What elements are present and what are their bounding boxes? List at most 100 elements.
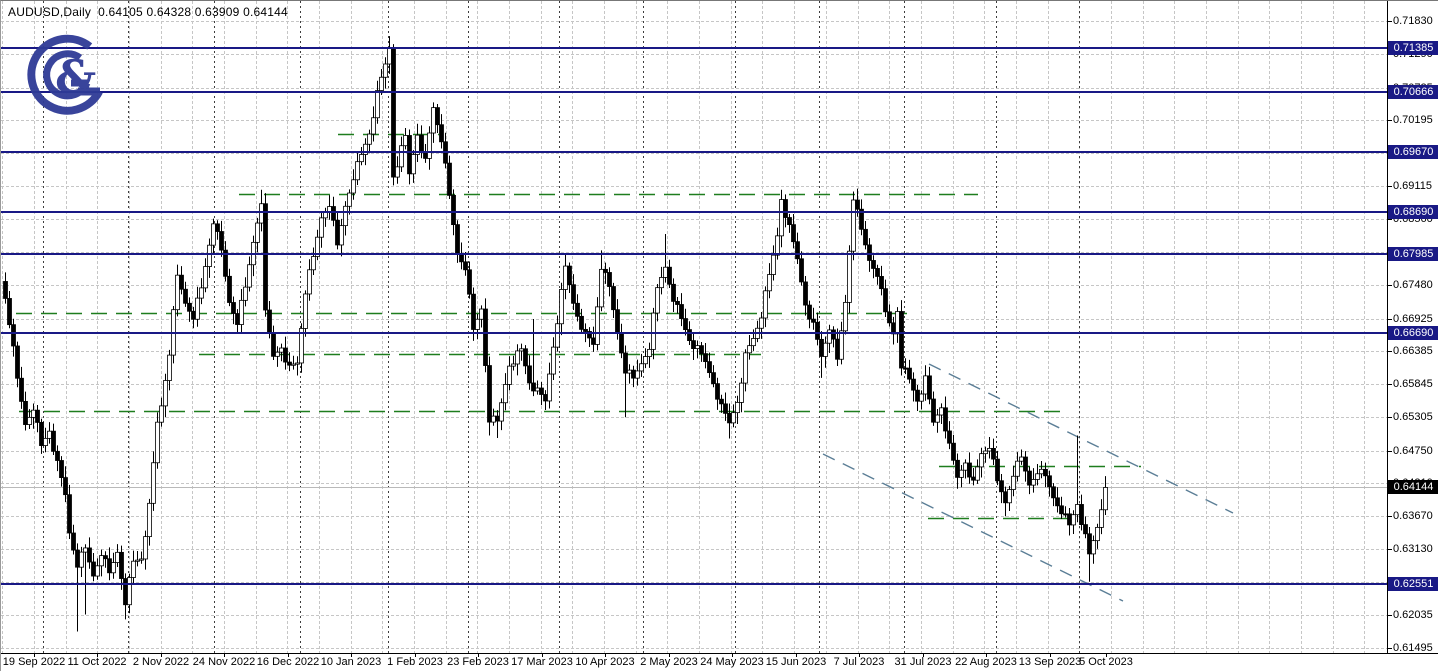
candle-body (1015, 460, 1020, 477)
price-tick-mark (1387, 21, 1392, 22)
candle-body (23, 401, 28, 425)
candle-body (843, 301, 848, 332)
date-label: 13 Sep 2023 (1018, 656, 1082, 668)
candle-body (243, 286, 248, 301)
candle-body (1047, 475, 1052, 488)
date-tick-mark (1106, 653, 1107, 657)
candle-body (411, 154, 416, 175)
price-tick-mark (1387, 451, 1392, 452)
level-price-badge: 0.62551 (1388, 577, 1438, 592)
candle-body (975, 466, 980, 481)
candle-body (939, 407, 944, 416)
candle-body (823, 342, 828, 357)
candle-body (703, 353, 708, 363)
candle-body (15, 345, 20, 379)
candle-body (351, 179, 356, 194)
level-price-badge: 0.70666 (1388, 84, 1438, 99)
candle-body (139, 558, 144, 561)
candle-body (399, 145, 404, 168)
candle-body (395, 166, 400, 178)
channel-upper-line[interactable] (928, 363, 1234, 514)
candle-body (1055, 497, 1060, 507)
candle-body (531, 382, 536, 392)
candle-body (155, 421, 160, 464)
candle-body (367, 133, 372, 145)
candle-body (1079, 504, 1084, 525)
candle-body (355, 161, 360, 181)
candle-body (43, 437, 48, 446)
price-tick-label: 0.71830 (1393, 15, 1433, 27)
candle-body (183, 288, 188, 304)
date-label: 11 Oct 2022 (67, 656, 127, 668)
level-price-badge: 0.66690 (1388, 325, 1438, 340)
candle-body (303, 293, 308, 329)
date-tick-mark (288, 653, 289, 657)
candle-body (7, 298, 12, 326)
candle-body (191, 310, 196, 320)
date-tick-mark (97, 653, 98, 657)
candle-body (199, 287, 204, 299)
candle-body (295, 362, 300, 365)
candle-body (143, 536, 148, 560)
candle-body (227, 275, 232, 303)
date-label: 24 Nov 2022 (192, 656, 256, 668)
candle-body (263, 203, 268, 311)
candle-body (611, 286, 616, 311)
candle-body (1067, 513, 1072, 526)
date-label: 10 Apr 2023 (575, 656, 635, 668)
candle-body (563, 265, 568, 290)
date-tick-mark (161, 653, 162, 657)
candle-body (547, 373, 552, 402)
date-tick-mark (224, 653, 225, 657)
candle-body (1071, 514, 1076, 526)
price-tick-label: 0.66385 (1393, 345, 1433, 358)
candle-body (599, 268, 604, 308)
candle-body (1043, 468, 1048, 477)
candle-body (807, 304, 812, 320)
price-tick-mark (1387, 219, 1392, 220)
candle-body (371, 117, 376, 135)
candle-body (839, 330, 844, 360)
channel-lower-line[interactable] (822, 453, 1124, 602)
candle-body (499, 402, 504, 422)
candle-body (451, 194, 456, 226)
candle-body (735, 402, 740, 414)
candle-body (67, 494, 72, 534)
candle-body (459, 253, 464, 263)
candle-body (235, 313, 240, 325)
date-tick-mark (986, 653, 987, 657)
candle-body (687, 329, 692, 342)
candle-body (363, 143, 368, 155)
candle-body (811, 318, 816, 323)
candle-body (507, 365, 512, 385)
candle-body (175, 274, 180, 311)
candle-body (663, 266, 668, 278)
candle-body (815, 321, 820, 340)
candle-body (567, 265, 572, 286)
candle-body (19, 377, 24, 402)
logo-ampersand: & (55, 50, 97, 104)
candle-body (591, 337, 596, 345)
price-tick-mark (1387, 417, 1392, 418)
candle-body (631, 369, 636, 379)
candle-body (471, 293, 476, 330)
price-tick-label: 0.61495 (1393, 642, 1433, 655)
candle-body (1003, 491, 1008, 504)
candle-body (539, 387, 544, 395)
candle-body (711, 372, 716, 385)
candle-body (863, 228, 868, 246)
candle-body (647, 348, 652, 357)
price-tick-label: 0.65305 (1393, 411, 1433, 423)
candle-body (39, 422, 44, 446)
candle-body (27, 416, 32, 425)
candle-body (1023, 456, 1028, 472)
date-tick-mark (796, 653, 797, 657)
candle-body (999, 480, 1004, 493)
candle-body (203, 266, 208, 289)
candle-body (195, 297, 200, 320)
current-price-badge: 0.64144 (1388, 480, 1438, 495)
candle-body (551, 346, 556, 375)
date-label: 16 Dec 2022 (256, 656, 320, 668)
candle-body (747, 345, 752, 354)
